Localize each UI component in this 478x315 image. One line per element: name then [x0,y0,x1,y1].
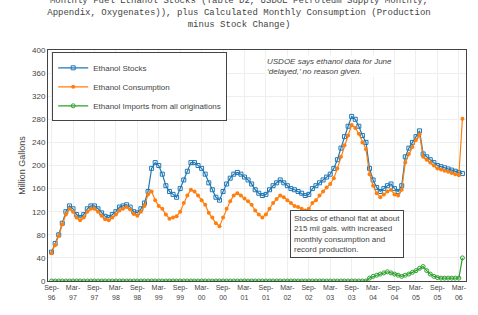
svg-text:Mar-00: Mar-00 [194,284,209,300]
svg-text:Sep-96: Sep-96 [44,284,59,300]
svg-text:Million Gallons: Million Gallons [17,136,27,195]
svg-text:0: 0 [41,277,46,286]
svg-text:Ethanol Imports from all origi: Ethanol Imports from all originations [93,102,221,111]
svg-text:USDOE says ethanol data for Ju: USDOE says ethanol data for June‘delayed… [267,57,392,76]
svg-text:Mar-01: Mar-01 [237,284,252,300]
svg-text:Mar-06: Mar-06 [452,284,467,300]
svg-text:160: 160 [32,184,46,193]
svg-text:Sep-05: Sep-05 [430,284,445,300]
svg-text:Sep-98: Sep-98 [130,284,145,300]
svg-text:Monthly Fuel Ethanol Stocks (T: Monthly Fuel Ethanol Stocks (Table D2, U… [47,0,430,30]
svg-text:Mar-99: Mar-99 [152,284,167,300]
svg-text:Sep-02: Sep-02 [301,284,316,300]
svg-text:Sep-99: Sep-99 [173,284,188,300]
svg-text:200: 200 [32,161,46,170]
svg-text:Mar-97: Mar-97 [66,284,81,300]
svg-text:Sep-03: Sep-03 [344,284,359,300]
svg-text:Mar-98: Mar-98 [109,284,124,300]
svg-text:320: 320 [32,92,46,101]
svg-text:Ethanol Stocks: Ethanol Stocks [93,64,146,73]
svg-text:Mar-04: Mar-04 [366,284,381,300]
svg-text:Mar-05: Mar-05 [409,284,424,300]
svg-text:360: 360 [32,69,46,78]
svg-text:80: 80 [36,231,45,240]
svg-text:Mar-02: Mar-02 [280,284,295,300]
svg-text:Sep-00: Sep-00 [216,284,231,300]
svg-text:Ethanol Consumption: Ethanol Consumption [93,83,169,92]
svg-text:400: 400 [32,46,46,55]
svg-text:40: 40 [36,254,45,263]
svg-text:Sep-97: Sep-97 [87,284,102,300]
svg-text:240: 240 [32,138,46,147]
svg-text:120: 120 [32,208,46,217]
svg-text:Stocks of ethanol flat at abou: Stocks of ethanol flat at about215 mil g… [294,214,400,254]
svg-text:Mar-03: Mar-03 [323,284,338,300]
svg-text:Sep-01: Sep-01 [259,284,274,300]
svg-text:Sep-04: Sep-04 [387,284,402,300]
svg-text:280: 280 [32,115,46,124]
